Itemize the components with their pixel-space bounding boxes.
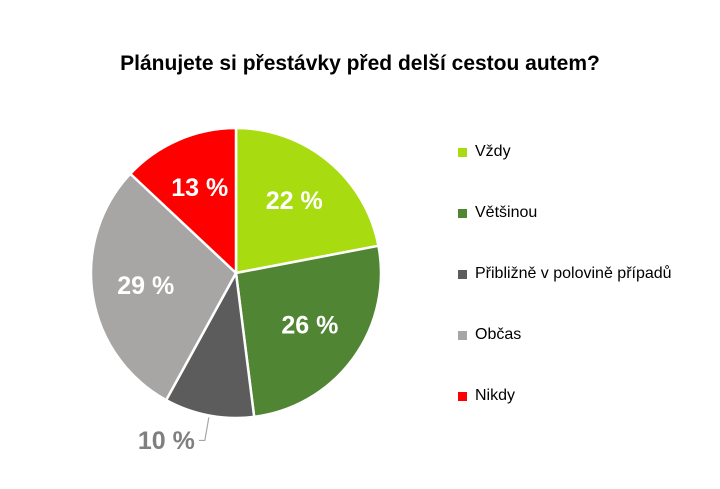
legend-label: Občas [475,326,522,343]
legend-label: Většinou [475,204,538,221]
legend-label: Nikdy [475,387,516,404]
legend-item-nikdy: Nikdy [458,382,672,410]
chart-title: Plánujete si přestávky před delší cestou… [120,52,600,75]
data-label-vzdy: 22 % [266,187,323,215]
pie-slice-vetsinou [234,244,383,419]
pie-slice-nikdy [128,126,238,276]
legend-item-priblizne: Přibližně v polovině případů [458,260,672,288]
legend-label: Přibližně v polovině případů [475,265,672,282]
legend-item-vetsinou: Většinou [458,199,672,227]
legend-swatch [458,147,467,157]
data-label-obcas: 29 % [117,272,174,300]
data-label-nikdy: 13 % [171,174,228,202]
legend-swatch [458,269,467,279]
data-label-priblizne: 10 % [138,427,195,455]
legend-item-obcas: Občas [458,321,672,349]
pie-slice-obcas [89,171,238,402]
pie-slice-priblizne [164,269,256,420]
legend-label: Vždy [475,143,511,160]
legend-swatch [458,330,467,340]
pie-labels: 22 % 26 % 10 % 29 % 13 % [117,174,338,455]
legend-item-vzdy: Vždy [458,138,672,166]
pie-slice-vzdy [234,126,380,275]
legend: Vždy Většinou Přibližně v polovině přípa… [458,138,672,443]
pie-slices [89,126,383,420]
legend-swatch [458,391,467,401]
legend-swatch [458,208,467,218]
leader-line-priblizne [198,417,210,442]
data-label-vetsinou: 26 % [281,311,338,339]
